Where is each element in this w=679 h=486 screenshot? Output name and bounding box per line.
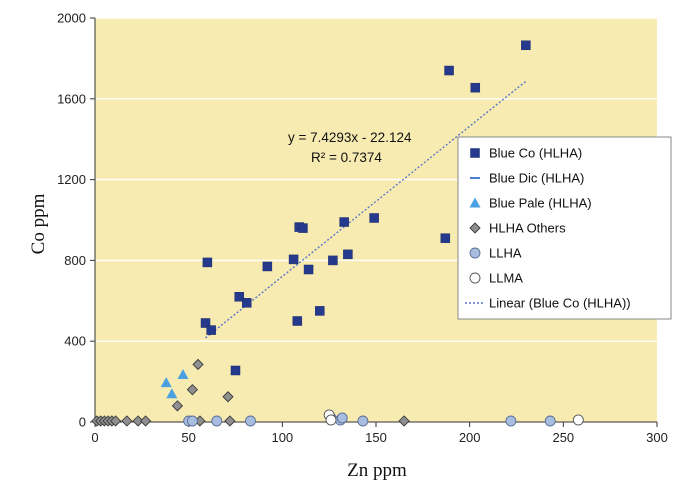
legend-item-llha: LLHA <box>469 246 522 261</box>
point-blue-co-hlha <box>339 217 349 227</box>
point-blue-co-hlha <box>369 213 379 223</box>
legend-item-blue-dic-hlha: Blue Dic (HLHA) <box>470 171 584 186</box>
point-blue-co-hlha <box>262 261 273 272</box>
point-blue-co-hlha <box>230 365 241 376</box>
point-blue-co-hlha <box>292 316 303 326</box>
legend-box <box>457 136 672 320</box>
x-tick-label: 100 <box>271 430 293 445</box>
point-blue-co-hlha <box>440 233 451 243</box>
point-llha <box>544 415 556 427</box>
point-blue-co-hlha <box>328 255 338 266</box>
point-hlha-others <box>222 391 234 403</box>
point-blue-co-hlha <box>343 249 353 260</box>
point-blue-co-hlha <box>470 82 481 93</box>
legend-label: Blue Co (HLHA) <box>489 146 582 161</box>
tick-labels: 0 400 800 1200 1600 2000 0 50 100 150 200 250 300 <box>57 11 668 446</box>
legend-item-hlha-others: HLHA Others <box>469 221 566 236</box>
axes <box>90 17 658 427</box>
legend-label: Linear (Blue Co (HLHA)) <box>489 296 631 311</box>
y-tick-label: 2000 <box>57 11 86 26</box>
point-hlha-others <box>132 415 144 427</box>
legend-item-blue-co-hlha: Blue Co (HLHA) <box>470 146 582 161</box>
legend-label: HLHA Others <box>489 221 566 236</box>
point-blue-co-hlha <box>521 40 531 51</box>
legend: Blue Co (HLHA) Blue Dic (HLHA) Blue Pale (… <box>457 136 672 320</box>
legend-item-llma: LLMA <box>469 271 523 286</box>
x-axis-title: Zn ppm <box>347 460 407 481</box>
point-llha <box>357 415 369 427</box>
point-blue-co-hlha <box>200 318 211 328</box>
legend-label: Blue Dic (HLHA) <box>489 171 584 186</box>
point-llma <box>325 414 337 426</box>
point-blue-co-hlha <box>288 254 299 265</box>
y-tick-label: 1200 <box>57 172 86 187</box>
legend-label: LLHA <box>489 246 522 261</box>
point-hlha-others <box>192 358 204 371</box>
legend-swatch <box>469 197 481 208</box>
point-hlha-others <box>398 415 410 427</box>
point-blue-co-hlha <box>206 325 216 335</box>
point-hlha-others <box>186 384 199 396</box>
point-hlha-others <box>121 415 133 427</box>
point-blue-co-hlha <box>315 306 325 316</box>
trend-equation: y = 7.4293x - 22.124 <box>288 130 412 145</box>
point-llha <box>245 415 256 427</box>
legend-swatch <box>469 247 481 259</box>
point-llha <box>336 412 348 424</box>
legend-item-blue-pale-hlha: Blue Pale (HLHA) <box>469 196 592 211</box>
y-tick-label: 800 <box>64 253 86 268</box>
x-tick-label: 150 <box>365 430 387 445</box>
data-points <box>91 40 584 427</box>
trendline <box>205 80 527 339</box>
point-blue-co-hlha <box>234 292 244 302</box>
y-tick-label: 0 <box>79 415 86 430</box>
point-llma <box>572 414 584 426</box>
legend-label: LLMA <box>489 271 523 286</box>
legend-item-linear-blue-co-hlha: Linear (Blue Co (HLHA)) <box>465 296 631 311</box>
legend-swatch <box>470 148 480 158</box>
y-tick-label: 400 <box>64 334 86 349</box>
legend-swatch <box>469 272 481 284</box>
point-hlha-others <box>171 400 184 412</box>
x-tick-label: 200 <box>459 430 481 445</box>
point-blue-co-hlha <box>241 298 252 308</box>
trend-r-squared: R² = 0.7374 <box>311 150 382 165</box>
point-hlha-others <box>224 415 236 427</box>
point-hlha-others <box>109 415 122 427</box>
y-tick-label: 1600 <box>57 91 86 106</box>
x-tick-label: 0 <box>91 430 98 445</box>
point-blue-pale-hlha <box>177 369 189 380</box>
legend-swatch <box>469 222 481 234</box>
point-blue-co-hlha <box>202 257 213 268</box>
legend-label: Blue Pale (HLHA) <box>489 196 592 211</box>
x-tick-label: 300 <box>646 430 668 445</box>
x-tick-label: 50 <box>181 430 195 445</box>
point-llha <box>505 415 517 427</box>
point-blue-co-hlha <box>298 223 308 233</box>
point-blue-co-hlha <box>303 264 314 275</box>
point-hlha-others <box>139 415 152 427</box>
y-axis-title: Co ppm <box>28 193 49 254</box>
point-blue-pale-hlha <box>160 377 172 388</box>
x-tick-label: 250 <box>552 430 574 445</box>
point-blue-pale-hlha <box>166 388 178 399</box>
point-llha <box>211 415 223 427</box>
point-llha <box>186 415 198 427</box>
point-blue-co-hlha <box>444 65 454 76</box>
